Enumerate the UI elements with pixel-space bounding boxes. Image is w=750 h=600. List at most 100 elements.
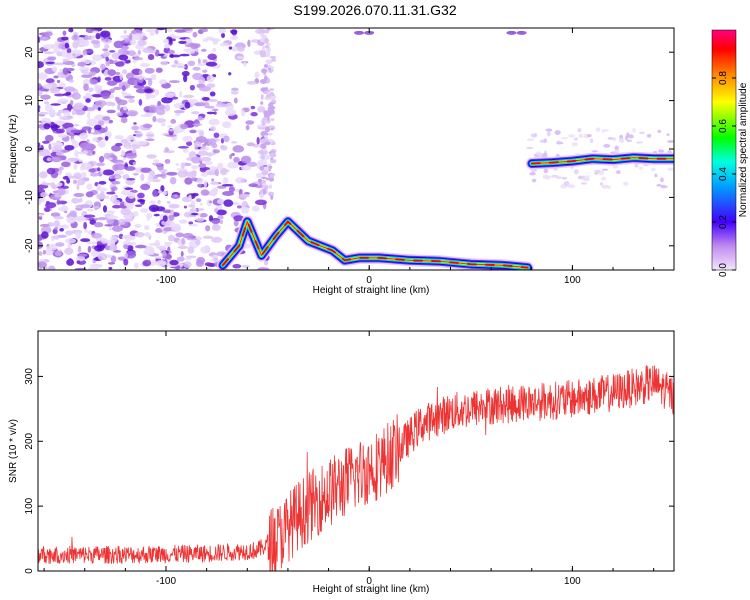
spectrogram-noise-blob — [103, 51, 110, 58]
spectrogram-noise-blob — [63, 86, 76, 92]
spectrogram-noise-blob — [127, 192, 136, 199]
spectrogram-noise-blob — [216, 185, 227, 189]
spectrogram-noise-blob — [129, 33, 133, 41]
spectrogram-noise-blob — [67, 258, 74, 266]
spectrogram-noise-blob — [85, 98, 91, 103]
spectrogram-noise-blob — [632, 127, 636, 133]
spectrogram-ytick-label: -10 — [24, 190, 35, 205]
spectrogram-noise-blob — [88, 168, 96, 173]
spectrogram-noise-blob — [260, 101, 264, 105]
spectrogram-noise-blob — [144, 225, 150, 231]
spectrogram-noise-blob — [109, 244, 118, 252]
spectrogram-noise-blob — [134, 204, 143, 207]
spectrogram-noise-blob — [104, 77, 112, 81]
spectrogram-noise-blob — [573, 137, 579, 141]
spectrogram-noise-blob — [50, 156, 62, 163]
spectrogram-noise-blob — [135, 140, 148, 146]
spectrogram-noise-blob — [140, 62, 150, 68]
spectrogram-noise-blob — [97, 140, 106, 148]
spectrogram-noise-blob — [191, 212, 199, 216]
spectrogram-noise-blob — [38, 241, 44, 250]
spectrogram-noise-blob — [189, 208, 195, 213]
spectrogram-noise-blob — [56, 188, 66, 196]
spectrogram-noise-blob — [626, 139, 633, 142]
spectrogram-noise-blob — [657, 149, 665, 153]
spectrogram-noise-blob — [155, 228, 162, 233]
spectrogram-noise-blob — [161, 96, 173, 104]
spectrogram-noise-blob — [70, 129, 82, 134]
spectrogram-noise-blob — [221, 32, 225, 39]
spectrogram-noise-blob — [72, 31, 79, 36]
spectrogram-noise-blob — [55, 250, 62, 257]
spectrogram-noise-blob — [231, 152, 235, 156]
spectrogram-noise-blob — [188, 223, 199, 227]
spectrogram-noise-blob — [666, 140, 674, 143]
spectrogram-noise-blob — [667, 167, 674, 171]
spectrogram-noise-blob — [190, 156, 203, 164]
spectrogram-noise-blob — [78, 34, 86, 38]
spectrogram-noise-blob — [94, 245, 105, 252]
spectrogram-noise-blob — [198, 163, 207, 169]
spectrogram-noise-blob — [199, 202, 203, 206]
spectrogram-noise-blob — [132, 172, 139, 176]
spectrogram-noise-blob — [39, 171, 48, 179]
spectrogram-noise-blob — [38, 111, 49, 115]
spectrogram-noise-blob — [53, 62, 66, 66]
spectrogram-noise-blob — [58, 207, 63, 211]
spectrogram-noise-blob — [175, 162, 179, 166]
spectrogram-noise-blob — [64, 42, 70, 49]
spectrogram-noise-blob — [112, 199, 121, 205]
spectrogram-noise-blob — [529, 171, 536, 176]
spectrogram-noise-blob — [577, 175, 584, 180]
spectrogram-noise-blob — [87, 245, 92, 253]
spectrogram-noise-blob — [215, 103, 228, 108]
spectrogram-noise-blob — [38, 36, 41, 43]
spectrogram-noise-blob — [268, 184, 273, 189]
spectrogram-noise-blob — [76, 260, 81, 265]
spectrogram-noise-blob — [116, 112, 123, 117]
spectrogram-noise-blob — [183, 261, 192, 268]
spectrogram-noise-blob — [44, 134, 54, 142]
spectrogram-noise-blob — [156, 28, 166, 31]
spectrogram-noise-blob — [52, 228, 58, 235]
spectrogram-noise-blob — [204, 245, 210, 251]
spectrogram-noise-blob — [86, 241, 98, 245]
spectrogram-noise-blob — [120, 149, 126, 157]
spectrogram-noise-blob — [64, 210, 68, 214]
spectrogram-noise-blob — [145, 131, 155, 139]
spectrogram-noise-blob — [126, 178, 136, 181]
spectrogram-noise-blob — [61, 161, 71, 167]
spectrogram-noise-blob — [38, 105, 41, 110]
spectrogram-noise-blob — [71, 110, 76, 116]
spectrogram-noise-blob — [233, 97, 238, 104]
spectrogram-noise-blob — [184, 177, 193, 185]
spectrogram-noise-blob — [202, 69, 208, 73]
spectrogram-noise-blob — [217, 215, 224, 220]
spectrogram-noise-blob — [87, 111, 91, 120]
spectrogram-noise-blob — [195, 136, 207, 142]
spectrogram-noise-blob — [95, 237, 108, 242]
spectrogram-noise-blob — [185, 255, 197, 259]
spectrogram-noise-blob — [196, 129, 204, 133]
spectrogram-noise-blob — [252, 205, 260, 212]
spectrogram-noise-blob — [546, 131, 551, 137]
spectrogram-noise-blob — [44, 31, 53, 37]
spectrogram-noise-blob — [88, 71, 97, 76]
spectrogram-noise-blob — [56, 112, 62, 117]
spectrogram-noise-blob — [147, 78, 153, 87]
spectrogram-noise-blob — [39, 36, 50, 41]
spectrogram-noise-blob — [208, 200, 213, 204]
spectrogram-noise-blob — [124, 187, 134, 190]
spectrogram-noise-blob — [56, 128, 65, 134]
spectrogram-noise-blob — [526, 138, 535, 141]
spectrogram-noise-blob — [207, 138, 217, 146]
spectrogram-noise-blob — [149, 31, 155, 36]
spectrogram-noise-blob — [120, 35, 128, 39]
spectrogram-noise-blob — [269, 152, 277, 158]
spectrogram-noise-blob — [148, 242, 161, 246]
spectrogram-noise-blob — [221, 183, 234, 187]
spectrogram-noise-blob — [543, 168, 549, 174]
spectrogram-noise-blob — [83, 221, 88, 230]
spectrogram-noise-blob — [125, 250, 137, 259]
spectrogram-noise-blob — [190, 200, 196, 206]
